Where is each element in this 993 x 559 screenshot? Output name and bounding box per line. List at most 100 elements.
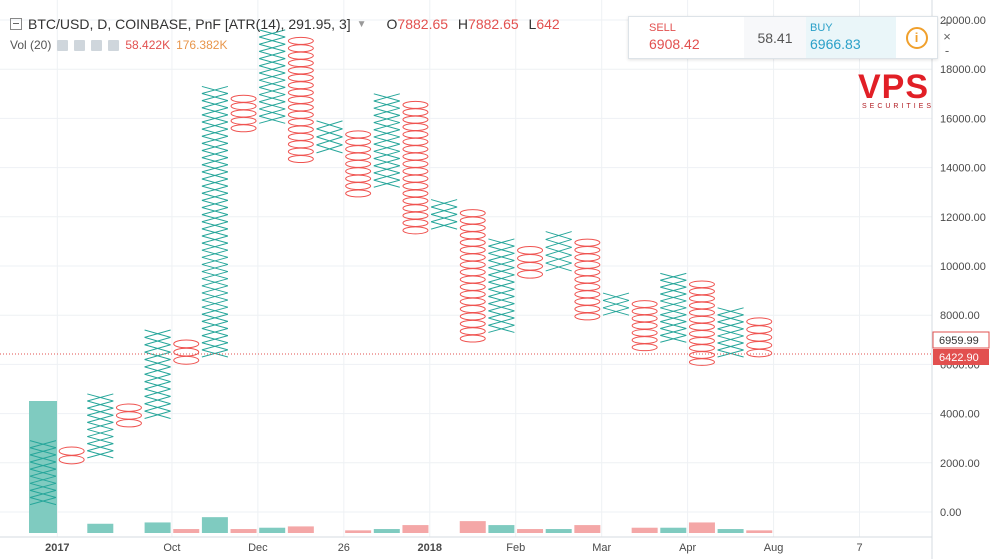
pnf-x-mark bbox=[660, 300, 687, 309]
pnf-x-mark bbox=[259, 101, 286, 110]
pnf-o-mark bbox=[287, 59, 314, 68]
collapse-icon[interactable] bbox=[10, 18, 22, 30]
x-tick-label: Dec bbox=[248, 542, 268, 554]
pnf-o-mark bbox=[230, 124, 257, 133]
pnf-o-column bbox=[58, 446, 85, 465]
close-icon[interactable] bbox=[108, 39, 120, 51]
pnf-o-mark bbox=[402, 100, 429, 109]
pnf-o-column bbox=[746, 317, 773, 358]
symbol-title[interactable]: BTC/USD, D, COINBASE, PnF [ATR(14), 291.… bbox=[28, 16, 351, 32]
pnf-x-mark bbox=[201, 256, 229, 265]
pnf-x-column bbox=[316, 120, 343, 154]
x-tick-label: Oct bbox=[163, 542, 180, 554]
pnf-o-mark bbox=[287, 73, 314, 82]
pnf-x-mark bbox=[373, 107, 400, 116]
pnf-o-column bbox=[631, 300, 658, 352]
prev-close-label: 6959.99 bbox=[939, 335, 979, 347]
pnf-x-mark bbox=[660, 279, 687, 288]
add-icon[interactable] bbox=[91, 39, 103, 51]
pnf-o-mark bbox=[402, 115, 429, 124]
close-icon[interactable]: × bbox=[943, 29, 951, 44]
sell-button[interactable]: SELL 6908.42 bbox=[629, 17, 744, 58]
volume-bar bbox=[517, 529, 544, 533]
volume-bar bbox=[459, 521, 486, 533]
volume-value-1: 58.422K bbox=[125, 38, 171, 52]
pnf-o-mark bbox=[402, 226, 429, 235]
minus-icon[interactable]: - bbox=[944, 43, 950, 58]
pnf-x-mark bbox=[201, 199, 229, 208]
pnf-x-mark bbox=[373, 158, 400, 167]
pnf-o-mark bbox=[459, 334, 486, 343]
pnf-o-mark bbox=[402, 152, 429, 161]
pnf-x-mark bbox=[488, 245, 515, 254]
pnf-o-mark bbox=[459, 253, 486, 262]
pnf-o-mark bbox=[631, 300, 658, 308]
pnf-x-mark bbox=[201, 235, 229, 244]
pnf-x-mark bbox=[488, 303, 515, 312]
pnf-o-mark bbox=[631, 343, 658, 352]
pnf-o-mark bbox=[459, 297, 486, 306]
pnf-x-mark bbox=[545, 238, 572, 248]
pnf-x-mark bbox=[87, 414, 114, 423]
pnf-o-mark bbox=[345, 152, 372, 161]
pnf-o-column bbox=[173, 339, 200, 365]
pnf-o-mark bbox=[287, 140, 314, 149]
pnf-x-mark bbox=[488, 267, 515, 276]
info-button[interactable]: i bbox=[896, 17, 937, 58]
y-tick-label: 12000.00 bbox=[940, 212, 986, 224]
pnf-x-mark bbox=[373, 100, 400, 109]
settings-icon[interactable] bbox=[74, 39, 86, 51]
pnf-x-column bbox=[87, 393, 114, 459]
pnf-o-mark bbox=[287, 51, 314, 60]
pnf-x-mark bbox=[602, 299, 630, 309]
pnf-o-mark bbox=[402, 182, 429, 191]
side-tools: + × - bbox=[940, 16, 954, 58]
pnf-x-mark bbox=[717, 342, 744, 351]
pnf-x-column bbox=[373, 93, 400, 188]
pnf-o-mark bbox=[345, 167, 372, 176]
pnf-o-mark bbox=[345, 137, 372, 146]
pnf-x-mark bbox=[144, 395, 171, 405]
pnf-x-mark bbox=[259, 94, 286, 103]
pnf-o-mark bbox=[574, 305, 601, 314]
pnf-x-mark bbox=[373, 143, 400, 152]
pnf-x-column bbox=[430, 199, 458, 230]
pnf-o-mark bbox=[345, 182, 372, 191]
y-tick-label: 10000.00 bbox=[940, 261, 986, 273]
pnf-o-mark bbox=[459, 319, 486, 328]
pnf-x-mark bbox=[87, 407, 114, 416]
pnf-x-mark bbox=[87, 400, 114, 409]
pnf-o-mark bbox=[631, 328, 658, 337]
y-tick-label: 18000.00 bbox=[940, 64, 986, 76]
pnf-o-mark bbox=[287, 66, 314, 75]
buy-label: BUY bbox=[810, 22, 833, 34]
pnf-o-mark bbox=[287, 36, 314, 45]
pnf-x-mark bbox=[430, 206, 458, 215]
pnf-x-mark bbox=[488, 288, 515, 297]
pnf-x-mark bbox=[201, 150, 229, 159]
pnf-o-mark bbox=[402, 211, 429, 220]
volume-bar bbox=[287, 526, 314, 533]
pnf-x-mark bbox=[201, 214, 229, 223]
pnf-x-mark bbox=[488, 324, 515, 333]
volume-bar bbox=[29, 401, 57, 533]
eye-icon[interactable] bbox=[57, 39, 69, 51]
pnf-x-mark bbox=[373, 172, 400, 181]
pnf-o-mark bbox=[287, 95, 314, 104]
plus-icon[interactable]: + bbox=[943, 15, 951, 30]
pnf-o-mark bbox=[287, 125, 314, 134]
pnf-x-mark bbox=[717, 349, 744, 358]
pnf-o-mark bbox=[459, 231, 486, 240]
pnf-o-mark bbox=[173, 355, 200, 365]
volume-bar bbox=[688, 522, 715, 533]
pnf-x-mark bbox=[717, 321, 744, 330]
pnf-x-mark bbox=[717, 314, 744, 323]
sell-label: SELL bbox=[649, 22, 676, 34]
pnf-x-mark bbox=[87, 443, 114, 452]
pnf-x-mark bbox=[201, 299, 229, 308]
pnf-o-mark bbox=[402, 130, 429, 139]
buy-button[interactable]: BUY 6966.83 bbox=[806, 17, 896, 58]
chevron-down-icon[interactable]: ▼ bbox=[356, 18, 367, 30]
pnf-x-mark bbox=[660, 314, 687, 323]
